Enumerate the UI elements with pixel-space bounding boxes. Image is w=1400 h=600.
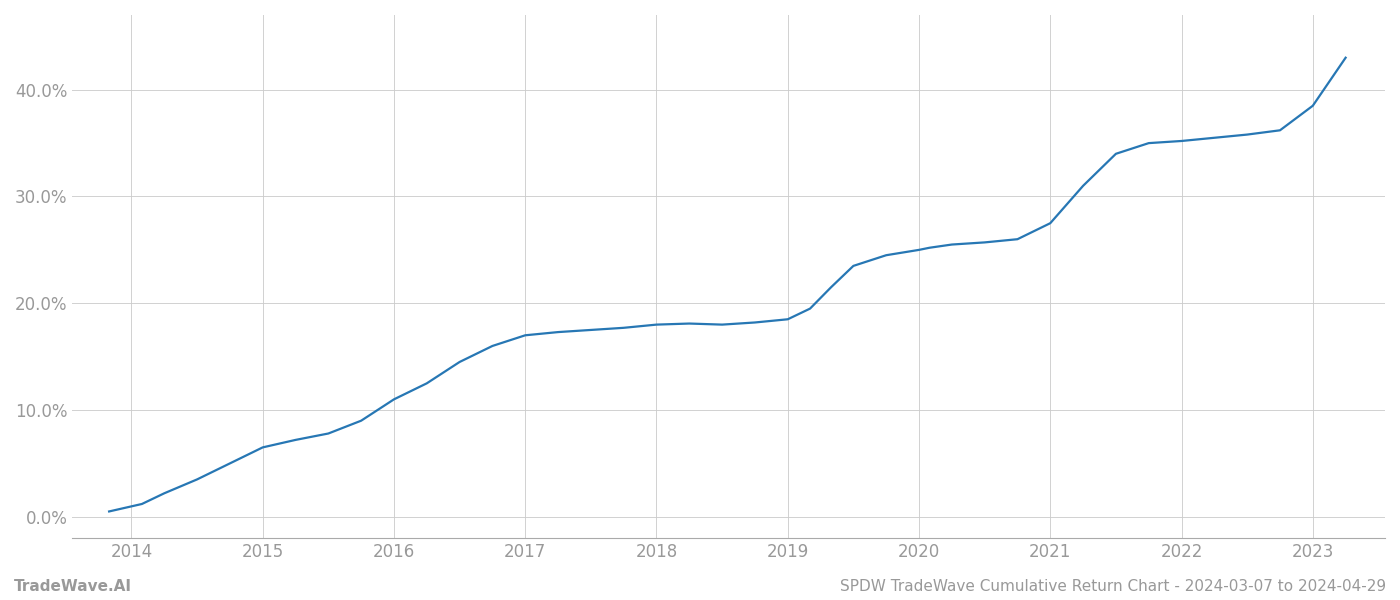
Text: TradeWave.AI: TradeWave.AI: [14, 579, 132, 594]
Text: SPDW TradeWave Cumulative Return Chart - 2024-03-07 to 2024-04-29: SPDW TradeWave Cumulative Return Chart -…: [840, 579, 1386, 594]
